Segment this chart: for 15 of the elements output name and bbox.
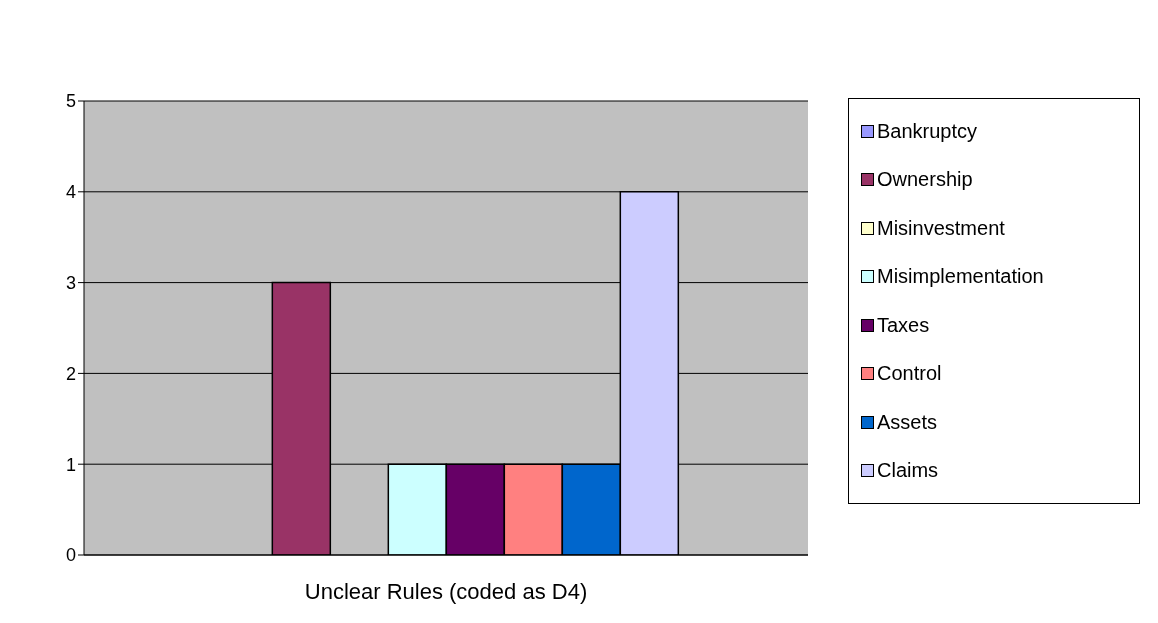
legend-label: Taxes xyxy=(877,313,930,337)
y-tick-label: 2 xyxy=(65,363,76,384)
legend-label: Ownership xyxy=(877,168,973,192)
legend-label: Misimplementation xyxy=(877,265,1044,289)
x-tick-label: Unclear Rules (coded as D4) xyxy=(304,578,588,604)
legend-label: Bankruptcy xyxy=(877,119,978,143)
y-tick-label: 0 xyxy=(65,545,76,566)
legend-label: Control xyxy=(877,362,942,386)
legend-label: Claims xyxy=(877,459,939,483)
y-tick-label: 1 xyxy=(65,454,76,475)
legend-label: Misinvestment xyxy=(877,216,1005,240)
legend-label: Assets xyxy=(877,410,938,434)
y-tick-label: 4 xyxy=(65,182,76,203)
y-tick-label: 3 xyxy=(65,272,76,293)
y-tick-label: 5 xyxy=(65,91,76,112)
